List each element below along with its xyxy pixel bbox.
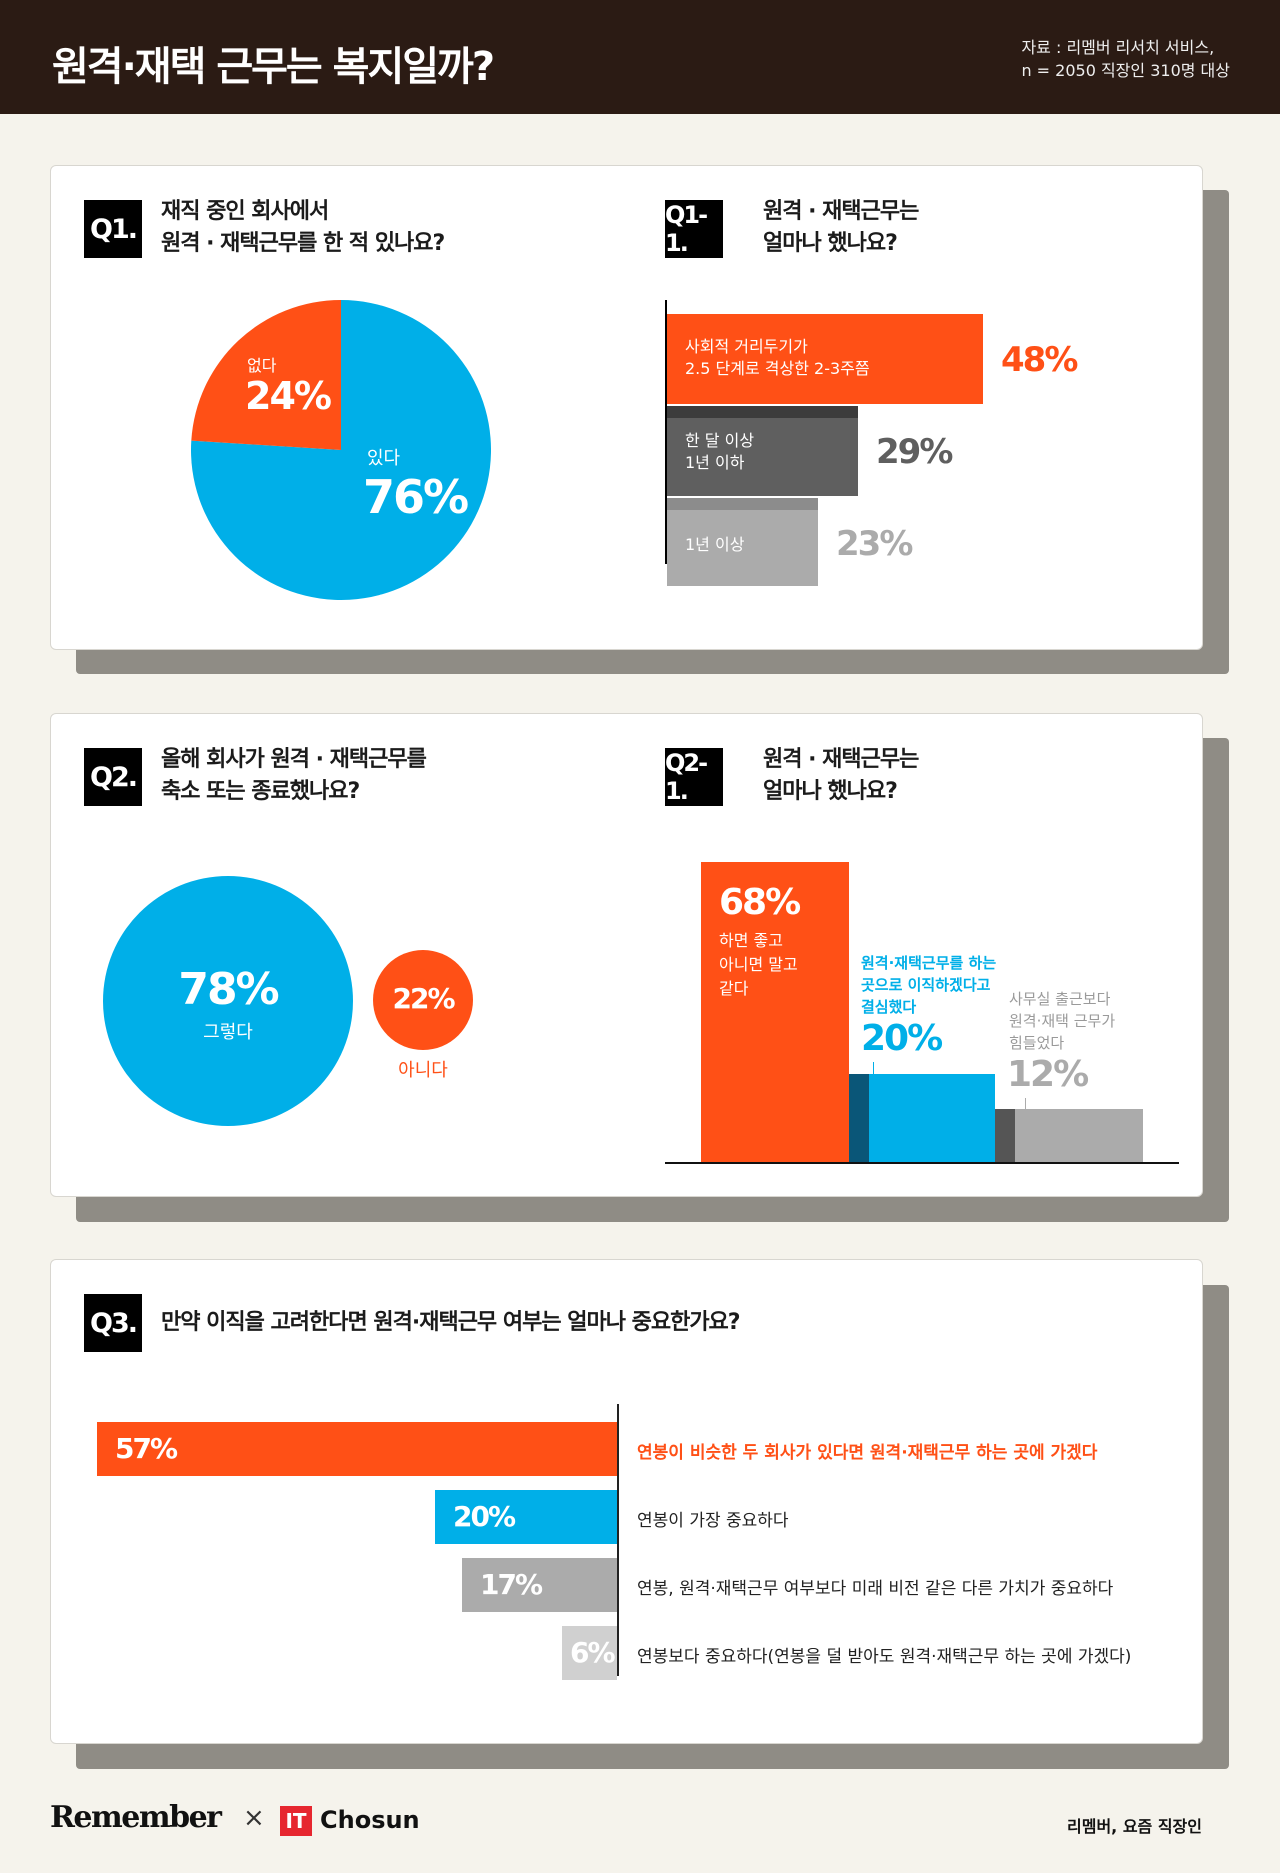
q2-1-bar-3-line-2: 원격·재택 근무가 (1009, 1012, 1116, 1030)
q2-1-bar-3 (1015, 1109, 1143, 1162)
q3-row-3-text: 연봉보다 중요하다(연봉을 덜 받아도 원격·재택근무 하는 곳에 가겠다) (637, 1647, 1132, 1667)
q1-yes-label: 있다 (367, 448, 401, 469)
q1-title-line-2: 원격 · 재택근무를 한 적 있나요? (161, 231, 445, 256)
q3-row-1-text: 연봉이 가장 중요하다 (637, 1511, 789, 1531)
q3-bar-1: 20% (435, 1490, 617, 1544)
q2-1-bar-1-line-3: 같다 (719, 979, 749, 998)
q1-title-line-1: 재직 중인 회사에서 (161, 199, 329, 224)
q1-1-bar-1-text: 한 달 이상 1년 이하 (685, 430, 754, 474)
q2-1-bar-1 (701, 862, 849, 1162)
pie-slice-yes (191, 300, 491, 600)
q3-bar-0-value: 57% (115, 1432, 178, 1465)
q1-1-bar-1: 한 달 이상 1년 이하 (667, 406, 858, 496)
q1-1-bar-0: 사회적 거리두기가 2.5 단계로 격상한 2-3주쯤 (667, 314, 983, 404)
q1-label: Q1. (84, 200, 142, 258)
q1-1-bar-0-line-1: 사회적 거리두기가 (685, 337, 808, 356)
times-symbol: × (243, 1803, 265, 1833)
card-2: Q2. 올해 회사가 원격 · 재택근무를 축소 또는 종료했나요? 78% 그… (50, 713, 1203, 1197)
q2-1-bar-2-line-1: 원격·재택근무를 하는 (861, 954, 997, 972)
q1-1-bar-2-text: 1년 이상 (685, 534, 744, 556)
q2-1-baseline (665, 1162, 1179, 1164)
q2-yes-value: 78% (178, 964, 279, 1015)
q3-row-0-text: 연봉이 비슷한 두 회사가 있다면 원격·재택근무 하는 곳에 가겠다 (637, 1443, 1098, 1463)
q3-row-2-text: 연봉, 원격·재택근무 여부보다 미래 비전 같은 다른 가치가 중요하다 (637, 1579, 1114, 1599)
q1-no-value: 24% (245, 374, 332, 418)
page-title: 원격·재택 근무는 복지일까? (52, 44, 495, 90)
q2-1-bar-2-tick (873, 1062, 874, 1084)
q1-1-bar-2-line-1: 1년 이상 (685, 535, 745, 554)
q1-1-bar-1-line-2: 1년 이하 (685, 453, 745, 472)
q3-bar-2-value: 17% (480, 1568, 543, 1601)
q2-yes-label: 그렇다 (203, 1022, 253, 1043)
q3-bar-3: 6% (562, 1626, 617, 1680)
q2-1-bar-1-line-2: 아니면 말고 (719, 955, 798, 974)
q2-1-bar-2 (869, 1074, 995, 1162)
card-3: Q3. 만약 이직을 고려한다면 원격·재택근무 여부는 얼마나 중요한가요? … (50, 1259, 1203, 1744)
q1-1-title: 원격 · 재택근무는 얼마나 했나요? (763, 196, 919, 260)
q2-1-bar-3-side (995, 1109, 1015, 1162)
q2-1-bar-1-text: 하면 좋고 아니면 말고 같다 (719, 929, 798, 1001)
source-line-2: n = 2050 직장인 310명 대상 (1021, 61, 1230, 80)
q2-1-bar-1-value: 68% (719, 882, 801, 923)
q3-title: 만약 이직을 고려한다면 원격·재택근무 여부는 얼마나 중요한가요? (161, 1310, 741, 1335)
q2-bubble-yes (103, 876, 353, 1126)
q3-label: Q3. (84, 1294, 142, 1352)
q2-1-bar-3-tick (1025, 1098, 1026, 1114)
q3-bar-0: 57% (97, 1422, 617, 1476)
q2-title-line-1: 올해 회사가 원격 · 재택근무를 (161, 747, 427, 772)
q1-1-value-0: 48% (1001, 340, 1078, 380)
remember-logo: Remember (50, 1800, 222, 1835)
q2-1-title: 원격 · 재택근무는 얼마나 했나요? (763, 744, 919, 808)
it-chosun-logo-mark: IT (280, 1806, 312, 1836)
q2-1-bar-3-value: 12% (1007, 1054, 1089, 1095)
q2-1-title-line-1: 원격 · 재택근무는 (763, 747, 919, 772)
q1-title: 재직 중인 회사에서 원격 · 재택근무를 한 적 있나요? (161, 196, 445, 260)
q3-bar-1-value: 20% (453, 1500, 516, 1533)
q1-pie-chart (191, 300, 491, 600)
q1-yes-value: 76% (363, 470, 469, 524)
q2-1-bar-3-line-3: 힘들었다 (1009, 1034, 1065, 1052)
q1-no-label: 없다 (247, 356, 277, 375)
q1-1-title-line-1: 원격 · 재택근무는 (763, 199, 919, 224)
q2-1-bar-3-text: 사무실 출근보다 원격·재택 근무가 힘들었다 (1009, 988, 1115, 1054)
q2-1-bar-2-text: 원격·재택근무를 하는 곳으로 이직하겠다고 결심했다 (861, 952, 996, 1018)
q1-1-value-1: 29% (876, 432, 953, 472)
q2-1-bar-3-line-1: 사무실 출근보다 (1009, 990, 1111, 1008)
pie-slice-no (191, 300, 341, 450)
q2-title: 올해 회사가 원격 · 재택근무를 축소 또는 종료했나요? (161, 744, 427, 808)
source-note: 자료 : 리멤버 리서치 서비스, n = 2050 직장인 310명 대상 (1021, 36, 1230, 82)
q2-no-label: 아니다 (398, 1060, 448, 1081)
q3-bar-2: 17% (462, 1558, 617, 1612)
q1-1-title-line-2: 얼마나 했나요? (763, 231, 898, 256)
q1-1-value-2: 23% (836, 524, 913, 564)
q2-1-bar-1-line-1: 하면 좋고 (719, 931, 783, 950)
q3-axis (617, 1404, 619, 1676)
q2-1-bar-2-line-2: 곳으로 이직하겠다고 (861, 976, 991, 994)
q2-title-line-2: 축소 또는 종료했나요? (161, 779, 360, 804)
q1-1-bar-2: 1년 이상 (667, 498, 818, 586)
header: 원격·재택 근무는 복지일까? 자료 : 리멤버 리서치 서비스, n = 20… (0, 0, 1280, 114)
q1-1-bar-0-text: 사회적 거리두기가 2.5 단계로 격상한 2-3주쯤 (685, 336, 870, 380)
chosun-logo-text: Chosun (320, 1806, 420, 1834)
footer-credit: 리멤버, 요즘 직장인 (1067, 1817, 1202, 1836)
q2-1-bar-2-value: 20% (861, 1018, 943, 1059)
q1-1-label: Q1-1. (665, 200, 723, 258)
q2-no-value: 22% (392, 982, 455, 1015)
q1-1-bar-0-line-2: 2.5 단계로 격상한 2-3주쯤 (685, 359, 870, 378)
q3-bar-3-value: 6% (570, 1636, 616, 1669)
q1-1-bar-1-line-1: 한 달 이상 (685, 431, 755, 450)
q2-1-title-line-2: 얼마나 했나요? (763, 779, 898, 804)
q2-1-bar-2-line-3: 결심했다 (861, 998, 917, 1016)
q1-1-axis (665, 300, 667, 564)
q2-bubble-no (373, 950, 473, 1050)
q2-1-label: Q2-1. (665, 748, 723, 806)
source-line-1: 자료 : 리멤버 리서치 서비스, (1021, 38, 1215, 57)
q2-label: Q2. (84, 748, 142, 806)
q2-1-bar-2-side (849, 1074, 869, 1162)
card-1: Q1. 재직 중인 회사에서 원격 · 재택근무를 한 적 있나요? 없다 24… (50, 165, 1203, 650)
